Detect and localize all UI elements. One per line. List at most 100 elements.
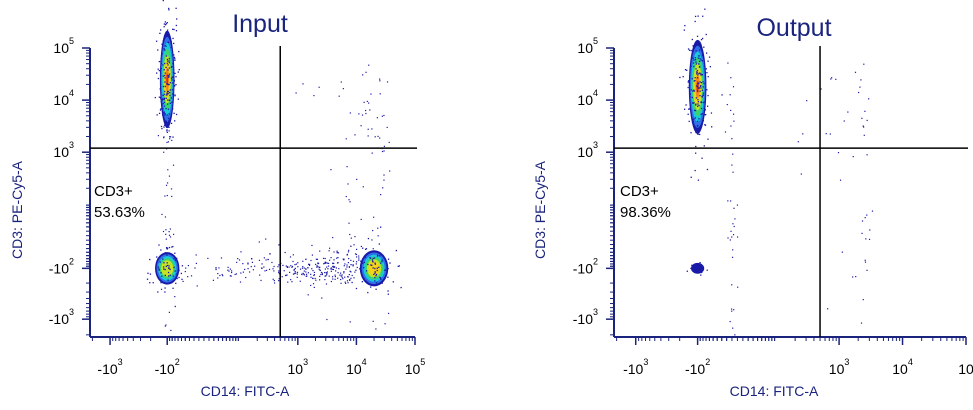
- sparse-event: [329, 247, 331, 249]
- sparse-event: [272, 268, 274, 270]
- population-event: [695, 71, 698, 73]
- sparse-event: [308, 264, 311, 267]
- population-event: [160, 60, 162, 62]
- population-event: [149, 258, 151, 261]
- sparse-event: [278, 278, 280, 280]
- population-event: [171, 108, 174, 110]
- sparse-event: [348, 266, 350, 268]
- sparse-event: [868, 238, 871, 240]
- sparse-event: [732, 113, 735, 115]
- population-event: [698, 118, 700, 120]
- population-event: [174, 259, 176, 261]
- sparse-event: [291, 266, 293, 268]
- sparse-event: [383, 145, 385, 147]
- population-event: [169, 136, 171, 138]
- sparse-event: [258, 259, 261, 261]
- population-event: [690, 132, 692, 134]
- population-event: [367, 263, 369, 266]
- population-event: [689, 96, 691, 98]
- sparse-event: [269, 253, 271, 255]
- sparse-event: [320, 273, 322, 276]
- x-axis-label: CD14: FITC-A: [201, 383, 290, 399]
- density-contour: [691, 262, 705, 274]
- sparse-event: [278, 264, 280, 266]
- population-event: [167, 271, 170, 274]
- population-event: [159, 32, 161, 35]
- population-event: [367, 291, 369, 294]
- population-event: [168, 99, 171, 101]
- population-event: [700, 274, 702, 276]
- sparse-event: [273, 279, 275, 282]
- sparse-event: [273, 282, 276, 284]
- population-event: [389, 262, 391, 264]
- sparse-event: [190, 275, 193, 277]
- population-event: [687, 80, 690, 82]
- population-event: [679, 76, 681, 79]
- sparse-event: [307, 272, 309, 274]
- sparse-event: [247, 267, 249, 270]
- sparse-event: [319, 279, 321, 281]
- population-event: [387, 293, 389, 295]
- population-event: [166, 247, 169, 249]
- sparse-event: [170, 136, 172, 138]
- population-event: [171, 79, 173, 81]
- population-event: [164, 90, 166, 93]
- population-event: [395, 249, 397, 252]
- sparse-event: [176, 257, 178, 259]
- population-event: [363, 261, 366, 264]
- sparse-event: [381, 115, 383, 117]
- population-event: [164, 45, 166, 47]
- sparse-event: [324, 279, 326, 281]
- population-event: [688, 49, 691, 51]
- population-event: [160, 98, 162, 100]
- population-event: [167, 99, 169, 101]
- population-event: [701, 54, 704, 56]
- population-event: [160, 62, 162, 65]
- sparse-event: [330, 280, 332, 283]
- sparse-event: [343, 272, 345, 274]
- y-tick-label: -102: [49, 256, 74, 276]
- sparse-event: [866, 119, 868, 122]
- population-event: [697, 82, 700, 84]
- sparse-event: [318, 86, 320, 88]
- population-event: [372, 257, 374, 260]
- population-event: [163, 136, 165, 138]
- sparse-event: [366, 100, 368, 102]
- sparse-event: [314, 277, 316, 280]
- sparse-event: [348, 222, 350, 224]
- population-event: [160, 282, 162, 284]
- population-event: [695, 63, 698, 65]
- population-event: [170, 282, 173, 284]
- sparse-event: [261, 263, 263, 265]
- sparse-event: [317, 266, 319, 268]
- population-event: [170, 66, 173, 68]
- population-event: [173, 42, 175, 45]
- sparse-event: [267, 258, 269, 261]
- population-event: [697, 15, 699, 17]
- population-event: [374, 280, 376, 282]
- sparse-event: [263, 257, 265, 259]
- population-event: [164, 252, 167, 254]
- population-event: [163, 35, 166, 37]
- y-axis-label: CD3: PE-Cy5-A: [9, 160, 25, 259]
- sparse-event: [379, 93, 381, 95]
- population-event: [158, 244, 160, 246]
- population-event: [694, 117, 696, 119]
- sparse-event: [731, 236, 733, 238]
- population-event: [695, 132, 698, 134]
- sparse-event: [349, 201, 351, 203]
- sparse-event: [358, 113, 360, 115]
- sparse-event: [299, 268, 302, 270]
- sparse-event: [313, 94, 315, 97]
- population-event: [697, 57, 699, 59]
- sparse-event: [324, 268, 326, 270]
- population-event: [375, 273, 378, 276]
- sparse-event: [294, 267, 296, 269]
- sparse-event: [730, 125, 732, 127]
- population-event: [696, 90, 699, 92]
- sparse-event: [166, 141, 168, 144]
- population-event: [384, 269, 387, 271]
- population-event: [699, 41, 701, 44]
- sparse-event: [311, 244, 313, 247]
- sparse-event: [319, 269, 321, 272]
